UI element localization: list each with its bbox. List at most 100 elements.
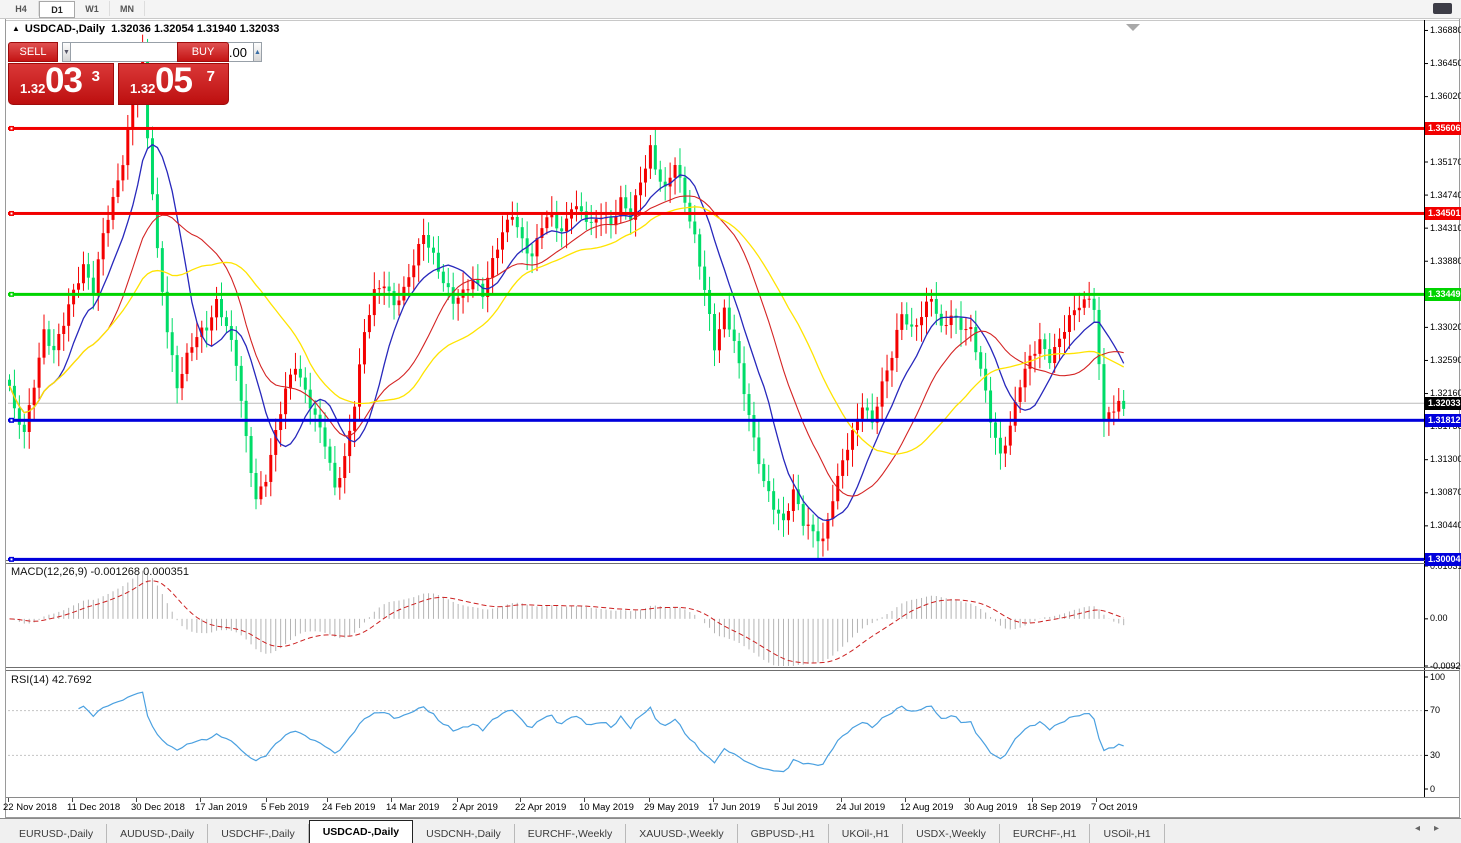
price-tick-label: 1.36880: [1430, 25, 1461, 35]
level-line: [8, 210, 1424, 216]
one-click-trading-panel: SELL ▼ ▲ BUY 1.32 03 3 1.32 05 7: [8, 42, 262, 105]
tab-usdcad-daily[interactable]: USDCAD-,Daily: [308, 820, 414, 843]
tab-xauusd-weekly[interactable]: XAUUSD-,Weekly: [626, 824, 738, 843]
volume-spinner: ▼ ▲: [62, 42, 262, 62]
date-tick-label: 10 May 2019: [579, 802, 634, 813]
macd-axis-label: 0.010311: [1430, 561, 1461, 571]
volume-increase-icon[interactable]: ▲: [252, 42, 262, 62]
price-tick-label: 1.33020: [1430, 322, 1461, 332]
macd-axis-label: -0.009203: [1430, 661, 1461, 671]
date-tick-label: 2 Apr 2019: [452, 802, 498, 813]
macd-indicator-label: MACD(12,26,9) -0.001268 0.000351: [11, 566, 189, 578]
date-tick-label: 30 Aug 2019: [964, 802, 1018, 813]
rsi-axis-label: 70: [1430, 705, 1441, 715]
tab-gbpusd-h1[interactable]: GBPUSD-,H1: [738, 824, 829, 843]
level-price-badge: 1.34501: [1425, 207, 1461, 220]
ma-mid-line: [8, 195, 1124, 497]
date-tick-label: 24 Jul 2019: [836, 802, 886, 813]
symbol-tabbar: EURUSD-,Daily AUDUSD-,Daily USDCHF-,Daily U…: [0, 818, 1461, 843]
level-price-badge: 1.31812: [1425, 414, 1461, 427]
tab-scroll-left-icon[interactable]: ◂: [1414, 823, 1434, 834]
timeframe-mn[interactable]: MN: [110, 1, 145, 16]
price-tick-label: 1.32590: [1430, 355, 1461, 365]
level-price-badge: 1.35606: [1425, 122, 1461, 135]
tab-usdx-weekly[interactable]: USDX-,Weekly: [903, 824, 1000, 843]
timeframe-h4[interactable]: H4: [4, 1, 39, 16]
level-line: [8, 291, 1424, 297]
buy-button[interactable]: BUY: [177, 42, 229, 62]
timeframe-d1[interactable]: D1: [39, 1, 75, 18]
sell-price-big-digits: 03: [45, 61, 83, 100]
volume-decrease-icon[interactable]: ▼: [62, 42, 71, 62]
level-price-badge: 1.30004: [1425, 553, 1461, 566]
price-tick-label: 1.36020: [1430, 91, 1461, 101]
price-tick-label: 1.35170: [1430, 157, 1461, 167]
current-price-badge: 1.32033: [1425, 397, 1461, 410]
date-tick-label: 11 Dec 2018: [67, 802, 121, 813]
tab-ukoil-h1[interactable]: UKOil-,H1: [829, 824, 904, 843]
tab-eurchf-weekly[interactable]: EURCHF-,Weekly: [515, 824, 627, 843]
rsi-line: [78, 691, 1124, 773]
date-tick-label: 17 Jan 2019: [195, 802, 248, 813]
tab-scroll-arrows: ◂▸: [1415, 823, 1453, 834]
rsi-indicator-label: RSI(14) 42.7692: [11, 674, 92, 686]
collapse-arrow-icon[interactable]: ▲: [12, 24, 20, 33]
macd-signal-line: [9, 580, 1124, 664]
date-tick-label: 5 Jul 2019: [774, 802, 818, 813]
date-tick-label: 24 Feb 2019: [322, 802, 376, 813]
timeframe-w1[interactable]: W1: [75, 1, 110, 16]
chart-symbol-period: USDCAD-,Daily: [24, 23, 105, 35]
date-tick-label: 14 Mar 2019: [386, 802, 440, 813]
price-tick-label: 1.31300: [1430, 454, 1461, 464]
macd-histogram: [13, 570, 1125, 666]
timeframe-toolbar: H4 D1 W1 MN: [0, 0, 1461, 19]
tab-scroll-right-icon[interactable]: ▸: [1433, 823, 1453, 834]
candlesticks: [8, 34, 1126, 559]
tab-audusd-daily[interactable]: AUDUSD-,Daily: [107, 824, 209, 843]
price-tick-label: 1.36450: [1430, 58, 1461, 68]
tab-usdcnh-daily[interactable]: USDCNH-,Daily: [413, 824, 515, 843]
date-tick-label: 30 Dec 2018: [131, 802, 185, 813]
level-line: [8, 417, 1424, 423]
price-tick-label: 1.34740: [1430, 190, 1461, 200]
price-tick-label: 1.34310: [1430, 223, 1461, 233]
buy-price-prefix: 1.32: [130, 81, 156, 96]
price-tick-label: 1.32160: [1430, 388, 1461, 398]
ma-slow-line: [8, 206, 1124, 455]
buy-price-display[interactable]: 1.32 05 7: [118, 61, 229, 105]
axis-ticks: [8, 29, 1428, 802]
date-tick-label: 22 Nov 2018: [3, 802, 57, 813]
buy-price-pipette: 7: [206, 68, 215, 85]
chart-shift-marker-icon: [1126, 24, 1140, 31]
sell-price-pipette: 3: [91, 68, 100, 85]
sell-price-display[interactable]: 1.32 03 3: [8, 61, 114, 105]
level-line: [8, 125, 1424, 131]
chart-title: ▲ USDCAD-,Daily 1.32036 1.32054 1.31940 1…: [12, 23, 279, 35]
price-tick-label: 1.33880: [1430, 256, 1461, 266]
buy-price-big-digits: 05: [155, 61, 193, 100]
price-tick-label: 1.30440: [1430, 520, 1461, 530]
chart-ohlc-values: 1.32036 1.32054 1.31940 1.32033: [111, 23, 280, 35]
level-line: [8, 556, 1424, 562]
rsi-axis-label: 100: [1430, 672, 1446, 682]
tab-eurchf-h1[interactable]: EURCHF-,H1: [1000, 824, 1091, 843]
level-price-badge: 1.33449: [1425, 288, 1461, 301]
sell-price-prefix: 1.32: [20, 81, 46, 96]
date-tick-label: 7 Oct 2019: [1091, 802, 1138, 813]
date-tick-label: 5 Feb 2019: [261, 802, 310, 813]
date-tick-label: 18 Sep 2019: [1027, 802, 1081, 813]
chart-canvas[interactable]: [0, 18, 1461, 818]
window-control-icon: [1433, 3, 1452, 14]
rsi-axis-label: 0: [1430, 784, 1436, 794]
tab-usdchf-daily[interactable]: USDCHF-,Daily: [208, 824, 309, 843]
date-tick-label: 17 Jun 2019: [708, 802, 761, 813]
rsi-axis-label: 30: [1430, 750, 1441, 760]
tab-eurusd-daily[interactable]: EURUSD-,Daily: [6, 824, 108, 843]
date-tick-label: 12 Aug 2019: [900, 802, 954, 813]
date-tick-label: 29 May 2019: [644, 802, 699, 813]
sell-button[interactable]: SELL: [8, 42, 58, 62]
macd-axis-label: 0.00: [1430, 613, 1448, 623]
date-tick-label: 22 Apr 2019: [515, 802, 567, 813]
price-tick-label: 1.30870: [1430, 487, 1461, 497]
tab-usoil-h1[interactable]: USOil-,H1: [1090, 824, 1165, 843]
